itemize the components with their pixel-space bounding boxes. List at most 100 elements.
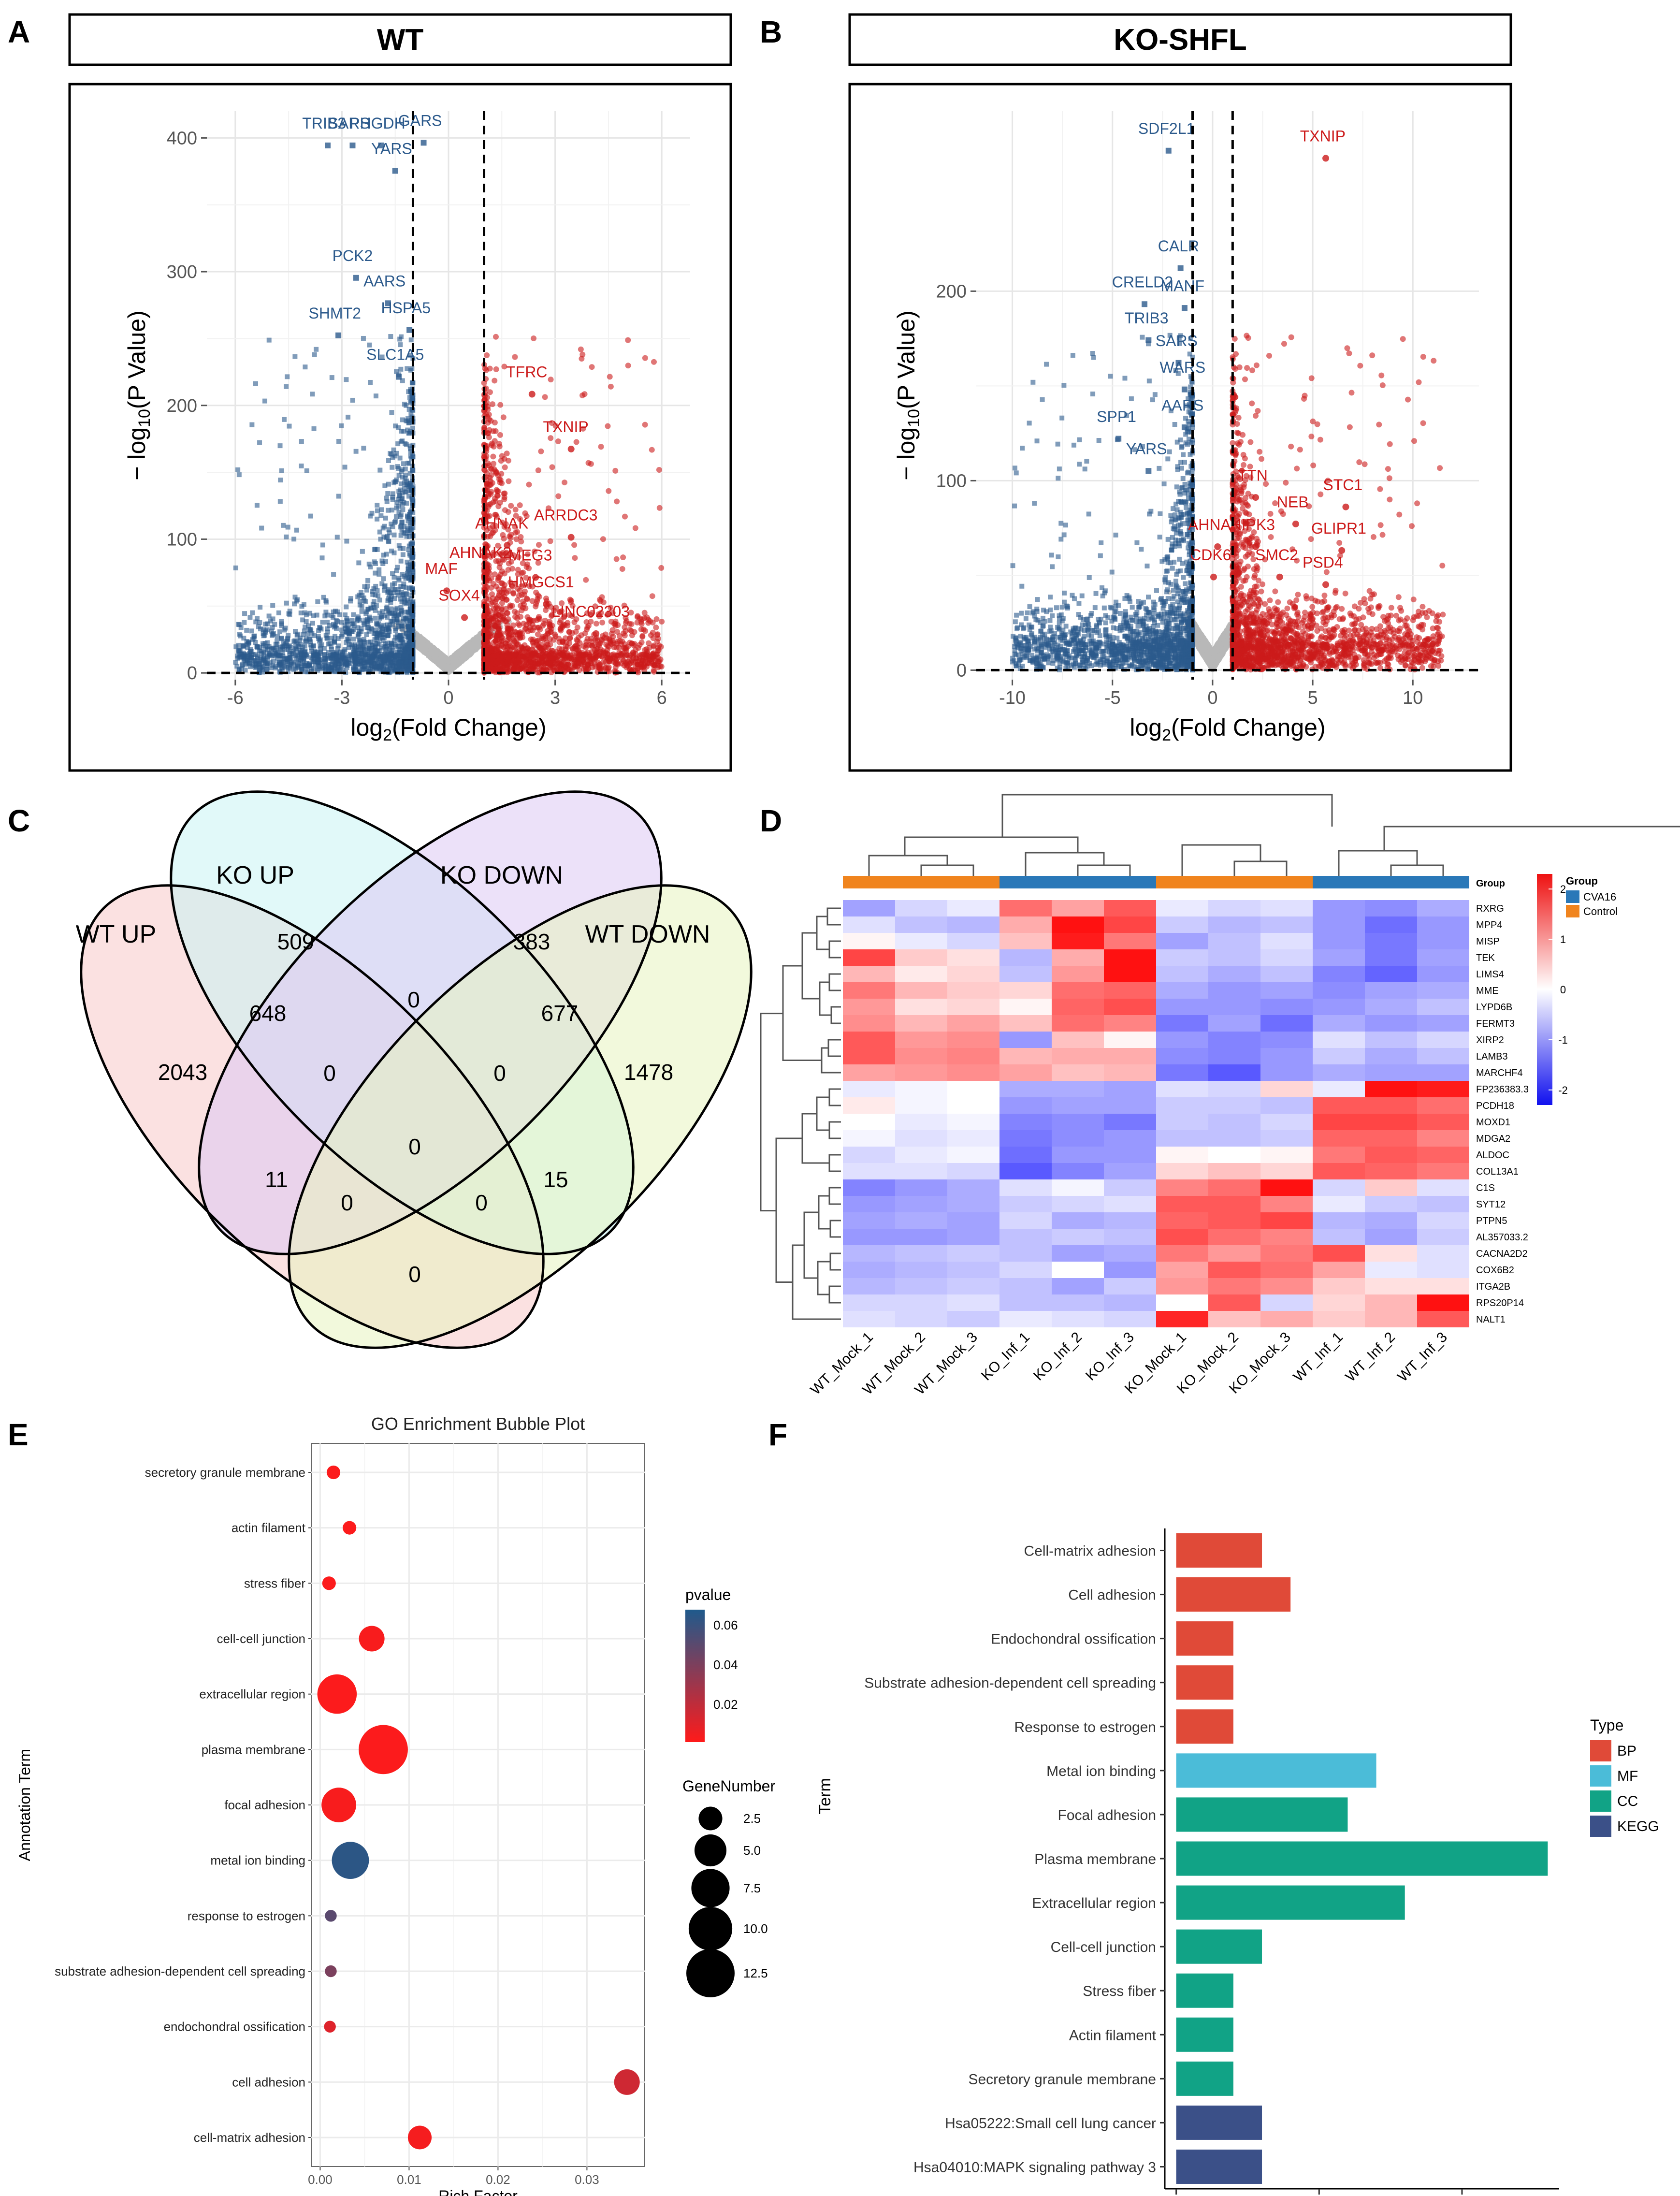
down-point	[410, 540, 415, 545]
down-point	[284, 600, 289, 606]
down-point	[369, 655, 374, 660]
down-point	[406, 389, 411, 394]
down-point	[325, 626, 330, 631]
down-point	[310, 650, 316, 655]
down-point	[254, 503, 260, 508]
down-point	[389, 522, 394, 527]
down-point	[233, 565, 238, 570]
down-point	[276, 653, 282, 658]
down-point	[319, 666, 325, 671]
down-point	[401, 584, 406, 590]
down-point	[348, 652, 353, 657]
down-point	[273, 665, 278, 670]
down-point	[336, 494, 341, 499]
down-point	[355, 632, 361, 638]
ns-point	[423, 642, 428, 648]
down-point	[391, 638, 397, 643]
down-point	[325, 619, 330, 625]
down-point	[281, 660, 286, 666]
down-point	[360, 645, 365, 650]
down-point	[405, 592, 410, 597]
down-point	[298, 611, 304, 616]
down-point	[363, 599, 368, 604]
down-point	[256, 624, 261, 629]
down-point	[286, 633, 291, 638]
down-point	[281, 417, 287, 422]
down-point	[359, 609, 364, 614]
down-point	[244, 627, 249, 633]
down-point	[398, 366, 404, 372]
up-point	[620, 554, 626, 560]
up-point	[599, 619, 606, 625]
down-point	[292, 354, 298, 359]
down-point	[292, 601, 297, 607]
down-point	[394, 664, 399, 669]
down-point	[373, 393, 378, 399]
down-point	[364, 632, 369, 638]
down-point	[343, 661, 348, 666]
down-point	[405, 528, 410, 533]
down-point	[366, 561, 372, 567]
down-point	[398, 481, 404, 487]
down-point	[392, 479, 398, 484]
down-point	[361, 621, 366, 626]
down-point	[410, 657, 416, 662]
down-point	[351, 612, 356, 617]
down-point	[368, 640, 373, 645]
down-point	[344, 604, 349, 610]
down-point	[339, 663, 344, 668]
down-point	[396, 509, 402, 515]
down-point	[386, 539, 391, 544]
down-point	[285, 374, 290, 379]
down-point	[394, 653, 399, 658]
down-point	[381, 655, 387, 661]
up-point	[535, 467, 541, 474]
down-point	[393, 514, 399, 519]
down-point	[339, 627, 345, 633]
down-point	[319, 626, 324, 632]
down-point	[340, 632, 345, 637]
down-point	[319, 642, 324, 647]
ns-point	[423, 647, 428, 653]
down-point	[310, 621, 315, 626]
down-point	[384, 552, 389, 557]
down-point	[402, 610, 407, 615]
up-point	[649, 447, 655, 453]
down-point	[408, 337, 414, 343]
down-point	[385, 614, 390, 620]
down-point	[372, 559, 377, 565]
down-point	[272, 622, 277, 627]
up-point	[625, 363, 631, 369]
down-point	[339, 423, 344, 428]
down-point	[336, 643, 341, 649]
down-point	[367, 666, 373, 671]
down-point	[389, 451, 394, 457]
down-point	[383, 641, 388, 647]
down-point	[380, 626, 385, 632]
down-point	[375, 648, 380, 654]
down-point	[398, 596, 403, 602]
down-point	[315, 599, 320, 604]
down-point	[381, 534, 387, 539]
down-point	[386, 657, 391, 662]
up-point	[506, 478, 512, 484]
down-point	[324, 635, 330, 640]
down-point	[291, 667, 296, 672]
down-point	[393, 519, 398, 524]
down-point	[236, 472, 242, 478]
down-point	[355, 594, 361, 599]
down-point	[293, 644, 298, 649]
down-point	[390, 622, 395, 627]
down-point	[395, 464, 400, 469]
down-point	[360, 593, 365, 598]
up-point	[649, 593, 655, 599]
down-point	[277, 629, 283, 635]
down-point	[403, 630, 408, 636]
down-point	[261, 665, 266, 670]
down-point	[410, 425, 416, 431]
down-point	[250, 610, 255, 615]
down-point	[375, 508, 380, 513]
down-point	[388, 334, 393, 339]
ns-point	[475, 634, 480, 640]
down-point	[404, 442, 409, 447]
